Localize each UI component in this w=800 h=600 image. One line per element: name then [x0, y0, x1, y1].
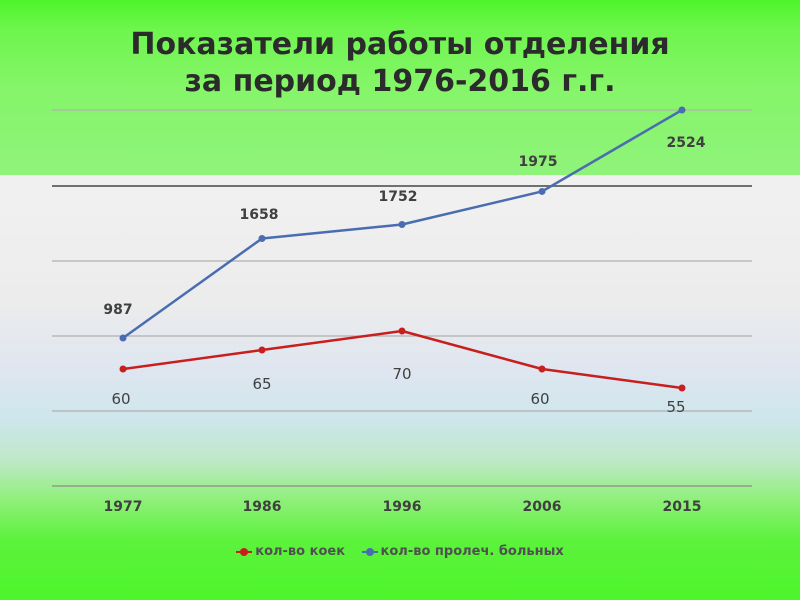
x-tick-label: 1977 — [104, 499, 143, 515]
legend-label-beds: кол-во коек — [255, 544, 346, 559]
legend-item-patients: кол-во пролеч. больных — [361, 544, 564, 559]
chart-title: Показатели работы отделения за период 19… — [0, 26, 800, 100]
beds-series-point — [678, 384, 686, 392]
title-line-1: Показатели работы отделения — [130, 27, 670, 62]
beds-series-point — [538, 365, 546, 373]
legend-item-beds: кол-во коек — [236, 544, 345, 559]
beds-data-label: 60 — [530, 390, 549, 408]
patients-series-point — [119, 334, 127, 342]
x-tick-label: 2006 — [523, 499, 562, 515]
patients-data-label: 987 — [103, 302, 132, 318]
x-tick-label: 1986 — [243, 499, 282, 515]
patients-series-point — [398, 221, 406, 229]
beds-series-point — [119, 365, 127, 373]
title-banner — [0, 0, 800, 175]
patients-series-point — [258, 234, 266, 242]
x-tick-label: 1996 — [383, 499, 422, 515]
beds-data-label: 60 — [111, 390, 130, 408]
patients-series-point — [538, 187, 546, 195]
beds-data-label: 55 — [666, 398, 685, 416]
beds-data-label: 65 — [252, 375, 271, 393]
title-line-2: за период 1976-2016 г.г. — [184, 64, 616, 99]
beds-data-label: 70 — [392, 365, 411, 383]
beds-series-point — [258, 346, 266, 354]
patients-data-label: 1752 — [379, 189, 418, 205]
legend-marker-patients — [361, 547, 378, 557]
patients-data-label: 1975 — [519, 154, 558, 170]
beds-series-point — [398, 327, 406, 335]
patients-data-label: 1658 — [240, 207, 279, 223]
legend-label-patients: кол-во пролеч. больных — [380, 544, 564, 559]
patients-data-label: 2524 — [667, 135, 706, 151]
patients-series-point — [678, 106, 686, 114]
x-tick-label: 2015 — [663, 499, 702, 515]
legend-marker-beds — [236, 547, 253, 557]
legend: кол-во коек кол-во пролеч. больных — [0, 544, 800, 559]
